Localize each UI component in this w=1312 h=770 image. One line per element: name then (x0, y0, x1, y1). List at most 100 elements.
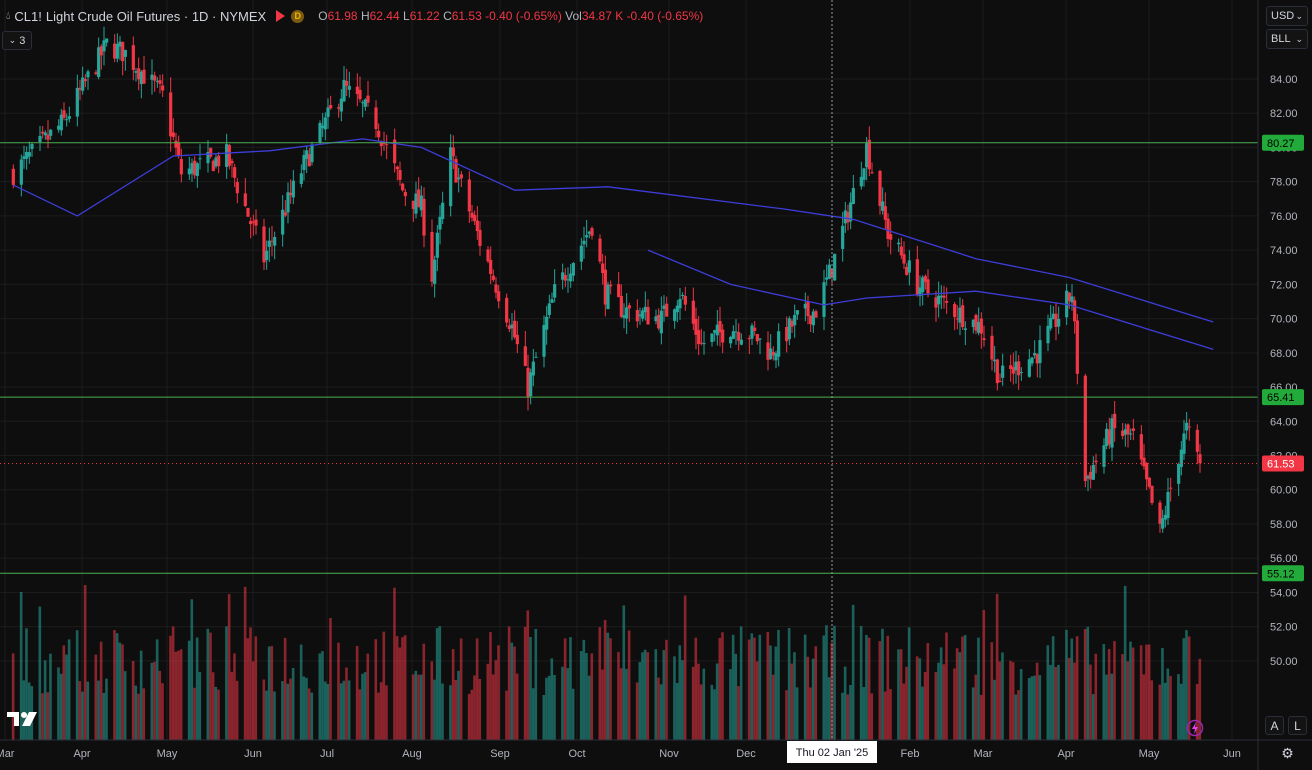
indicators-toggle[interactable]: ⌄ 3 (2, 31, 32, 50)
high-label: H (360, 9, 370, 23)
candle-body (563, 275, 567, 281)
candle-body (870, 172, 874, 174)
log-scale-button[interactable]: L (1288, 716, 1307, 735)
volume-bar (385, 685, 388, 740)
volume-bar (737, 686, 740, 740)
candle-body (550, 299, 554, 303)
candle-body (673, 309, 677, 321)
candle-body (681, 294, 685, 296)
volume-bar (995, 593, 999, 740)
candle-body (86, 71, 90, 78)
candle-body (598, 238, 602, 262)
volume-bar (833, 625, 836, 740)
candle-body (243, 193, 247, 206)
candle-body (329, 105, 333, 109)
volume-bar (217, 689, 220, 740)
candle-body (299, 173, 303, 184)
candle-body (393, 139, 397, 164)
candle-body (790, 320, 794, 327)
auto-scale-button[interactable]: A (1265, 716, 1284, 735)
volume-bar (587, 675, 591, 740)
volume-bar (262, 679, 266, 740)
symbol-description[interactable]: Light Crude Oil Futures · 1D · NYMEX (45, 8, 267, 24)
candle-body (473, 215, 477, 222)
volume-bar (190, 599, 194, 740)
volume-bar (865, 634, 868, 740)
volume-bar (273, 691, 276, 740)
candle-body (803, 303, 807, 309)
volume-bar (57, 667, 60, 740)
settings-gear-icon[interactable]: ⚙︎ (1281, 745, 1294, 761)
volume-bar (1123, 585, 1127, 740)
candle-body (638, 314, 642, 317)
x-tick-label: Apr (73, 748, 90, 760)
candle-body (545, 316, 549, 330)
candle-body (953, 304, 957, 318)
volume-bar (625, 668, 628, 740)
candle-body (262, 226, 266, 263)
volume-bar (382, 631, 386, 740)
volume-bar (953, 668, 956, 740)
candle-body (995, 359, 999, 384)
candle-body (977, 322, 981, 333)
volume-bar (734, 653, 738, 740)
volume-bar (355, 645, 359, 740)
candle-body (1035, 354, 1039, 364)
tradingview-logo-icon[interactable] (5, 708, 39, 730)
volume-bar (230, 671, 234, 740)
candle-body (729, 336, 733, 344)
volume-bar (94, 654, 98, 740)
candle-body (1179, 449, 1183, 468)
chevron-down-icon: ⌄ (1295, 10, 1303, 21)
candle-body (531, 361, 535, 376)
volume-bar (990, 642, 994, 740)
candle-body (1123, 429, 1127, 435)
volume-bar (118, 642, 122, 740)
symbol-label[interactable]: CL1! (14, 8, 42, 24)
volume-bar (235, 680, 239, 740)
volume-bar (1126, 661, 1130, 740)
candle-body (905, 266, 909, 275)
volume-bar (977, 637, 980, 740)
volume-bar (715, 663, 719, 740)
lightning-icon[interactable] (1185, 718, 1204, 737)
candle-body (43, 132, 47, 136)
volume-bar (1083, 628, 1087, 740)
volume-bar (366, 653, 370, 740)
volume-bar (142, 688, 146, 740)
candle-body (590, 228, 594, 236)
candle-body (65, 119, 69, 121)
volume-value: 34.87 K (581, 9, 624, 23)
volume-bar (1113, 641, 1116, 740)
candle-body (195, 163, 199, 176)
volume-bar (702, 668, 706, 740)
candle-body (937, 295, 941, 305)
candle-body (1089, 471, 1093, 480)
candle-body (401, 183, 405, 191)
volume-bar (691, 666, 695, 740)
volume-bar (883, 691, 887, 740)
volume-bar (609, 638, 612, 740)
candle-body (771, 351, 775, 356)
volume-bar (974, 674, 978, 740)
unit-select[interactable]: BLL ⌄ (1266, 29, 1308, 49)
candle-body (785, 326, 789, 342)
y-tick-label: 82.00 (1270, 108, 1298, 120)
volume-bar (1030, 676, 1034, 740)
candle-body (494, 284, 498, 293)
volume-bar (822, 635, 826, 740)
candle-body (515, 334, 519, 345)
flag-icon[interactable] (276, 10, 286, 22)
currency-select[interactable]: USD ⌄ (1266, 6, 1308, 26)
x-tick-label: Mar (0, 748, 15, 760)
candle-body (571, 263, 575, 276)
candle-body (878, 170, 882, 206)
volume-bar (529, 636, 532, 740)
candle-body (958, 307, 962, 323)
volume-bar (105, 678, 108, 740)
candle-body (281, 209, 285, 235)
moving-average-line (13, 138, 1214, 323)
candle-body (417, 189, 421, 208)
candle-body (833, 253, 837, 281)
